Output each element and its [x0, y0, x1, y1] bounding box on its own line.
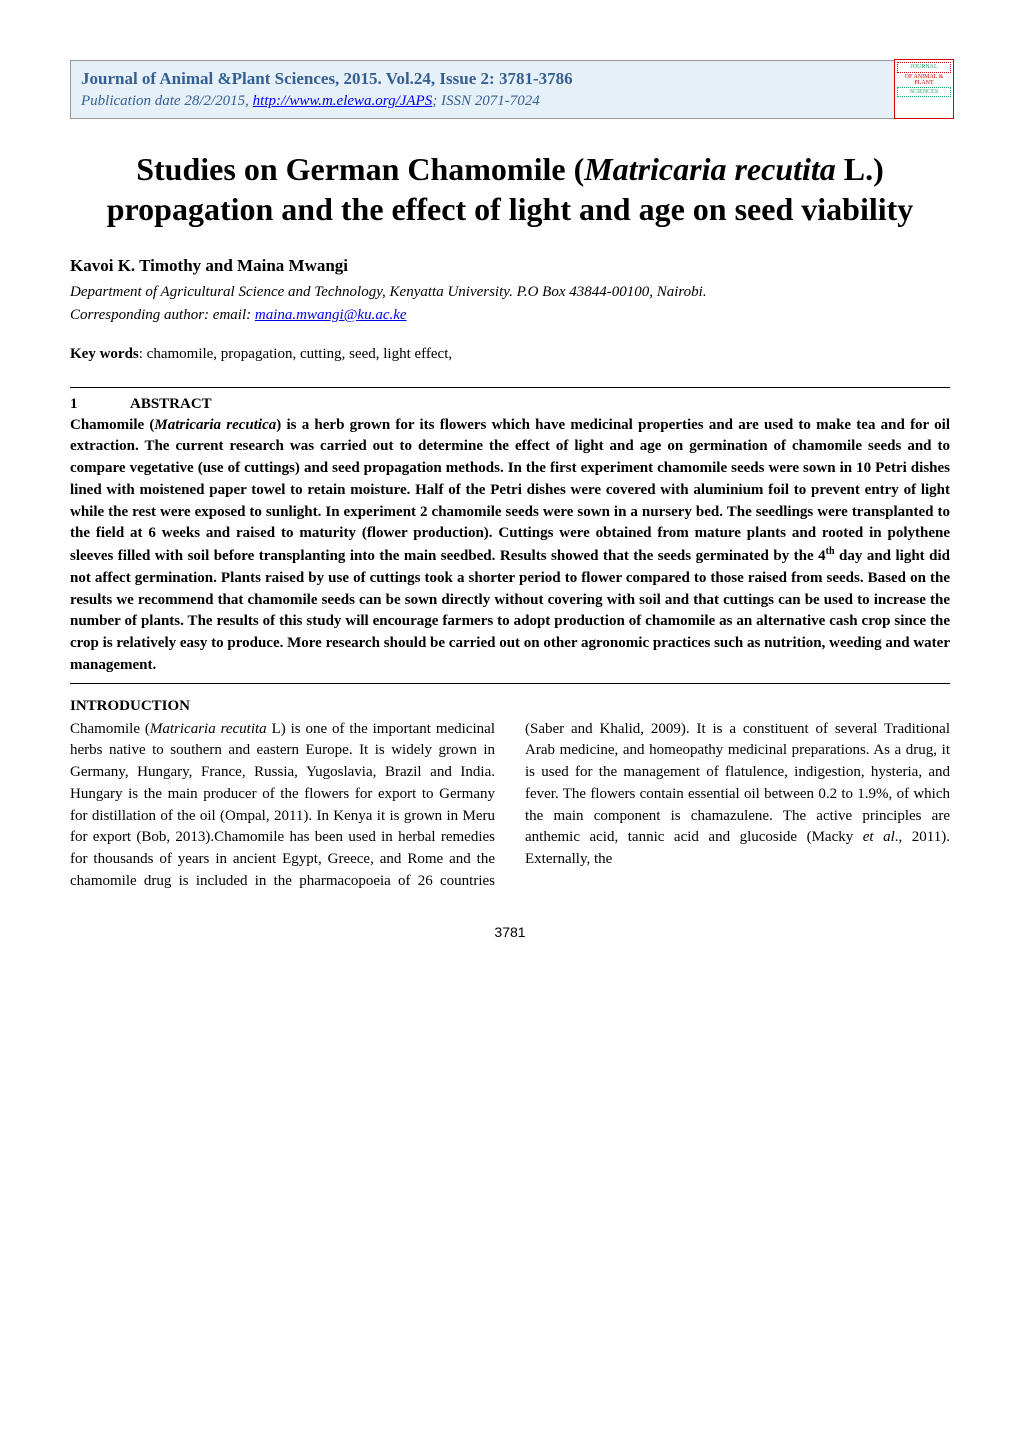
logo-mid-text: OF ANIMAL & PLANT — [897, 74, 951, 87]
journal-title-line: Journal of Animal &Plant Sciences, 2015.… — [81, 67, 939, 91]
abstract-heading: 1ABSTRACT — [70, 394, 950, 415]
intro-species-1: Matricaria recutita — [150, 721, 272, 737]
abstract-body: Chamomile (Matricaria recutica) is a her… — [70, 415, 950, 677]
abstract-number: 1 — [70, 394, 130, 415]
page-number: 3781 — [70, 923, 950, 943]
logo-top-text: JOURNAL — [897, 62, 951, 73]
abstract-sup: th — [826, 546, 835, 557]
introduction-body: Chamomile (Matricaria recutita L) is one… — [70, 719, 950, 893]
intro-text-1: Chamomile ( — [70, 721, 150, 737]
divider-top — [70, 387, 950, 388]
corresponding-email-link[interactable]: maina.mwangi@ku.ac.ke — [255, 307, 407, 323]
divider-bottom — [70, 683, 950, 684]
introduction-heading: INTRODUCTION — [70, 696, 950, 717]
journal-header: Journal of Animal &Plant Sciences, 2015.… — [70, 60, 950, 119]
affiliation: Department of Agricultural Science and T… — [70, 282, 950, 303]
intro-text-2: L) is one of the important medicinal her… — [70, 721, 950, 889]
abstract-text-1: Chamomile ( — [70, 417, 154, 433]
title-prefix: Studies on German Chamomile ( — [136, 151, 584, 187]
logo-bot-text: SCIENCES — [897, 87, 951, 98]
abstract-label: ABSTRACT — [130, 396, 212, 412]
abstract-text-3: day and light did not affect germination… — [70, 548, 950, 673]
keywords-line: Key words: chamomile, propagation, cutti… — [70, 344, 950, 365]
intro-etal: et al — [863, 829, 895, 845]
journal-logo-icon: JOURNAL OF ANIMAL & PLANT SCIENCES — [894, 59, 954, 119]
publication-info-line: Publication date 28/2/2015, http://www.m… — [81, 91, 939, 112]
keywords-text: : chamomile, propagation, cutting, seed,… — [139, 346, 452, 362]
authors: Kavoi K. Timothy and Maina Mwangi — [70, 254, 950, 278]
pub-date-prefix: Publication date 28/2/2015, — [81, 93, 253, 109]
title-genus: Matricaria — [584, 151, 726, 187]
abstract-text-2: ) is a herb grown for its flowers which … — [70, 417, 950, 565]
journal-url-link[interactable]: http://www.m.elewa.org/JAPS — [253, 93, 433, 109]
article-title: Studies on German Chamomile (Matricaria … — [70, 149, 950, 229]
abstract-species: Matricaria recutica — [154, 417, 276, 433]
issn-suffix: ; ISSN 2071-7024 — [432, 93, 540, 109]
corresponding-author: Corresponding author: email: maina.mwang… — [70, 305, 950, 326]
keywords-label: Key words — [70, 346, 139, 362]
title-species: recutita — [734, 151, 835, 187]
corresponding-prefix: Corresponding author: email: — [70, 307, 255, 323]
